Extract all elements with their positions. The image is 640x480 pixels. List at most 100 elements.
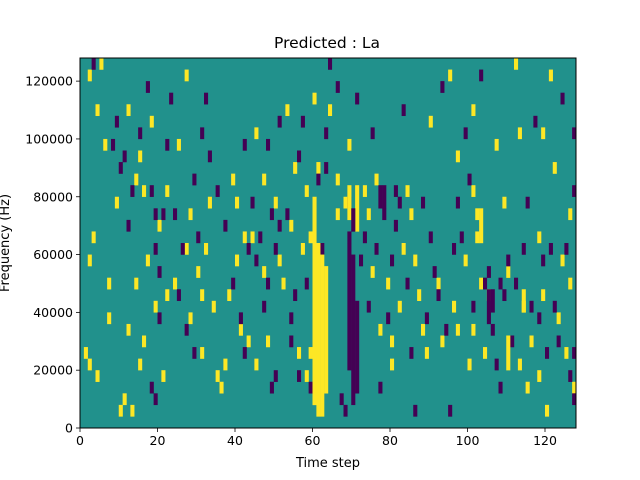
y-axis-label: Frequency (Hz) — [0, 194, 13, 292]
heatmap-cell-high — [405, 185, 410, 197]
heatmap-column-low — [347, 243, 352, 371]
heatmap-cell-high — [529, 335, 534, 348]
heatmap-cell-high — [467, 358, 472, 371]
heatmap-column-low — [351, 208, 356, 232]
heatmap-cell-high — [207, 196, 212, 209]
heatmap-cell-high — [541, 289, 546, 302]
heatmap-cell-low — [242, 138, 247, 151]
heatmap-cell-low — [533, 115, 538, 128]
heatmap-cell-high — [328, 104, 333, 117]
heatmap-cell-high — [188, 312, 193, 325]
plot-frame — [79, 57, 577, 429]
heatmap-column-high — [320, 254, 325, 417]
heatmap-cell-low — [204, 92, 209, 105]
heatmap-cell-low — [324, 127, 329, 140]
heatmap-cell-low — [374, 243, 379, 255]
heatmap-cell-low — [490, 323, 495, 336]
heatmap-cell-high — [277, 254, 282, 267]
heatmap-cell-high — [455, 323, 460, 336]
heatmap-cell-high — [572, 381, 577, 394]
heatmap-cell-low — [556, 335, 561, 348]
heatmap-cell-high — [401, 243, 406, 255]
heatmap-cell-low — [289, 312, 294, 325]
heatmap-cell-low — [428, 231, 433, 244]
heatmap-column-high — [506, 335, 511, 371]
heatmap-cell-low — [153, 243, 158, 255]
heatmap-cell-high — [246, 335, 251, 348]
heatmap-cell-low — [122, 150, 127, 163]
heatmap-cell-low — [514, 277, 519, 290]
heatmap-cell-high — [304, 185, 309, 197]
heatmap-cell-low — [393, 219, 398, 232]
heatmap-cell-high — [397, 300, 402, 313]
x-tick-label: 20 — [150, 433, 166, 448]
heatmap-cell-high — [548, 69, 553, 82]
heatmap-cell-high — [494, 138, 499, 151]
heatmap-cell-low — [328, 58, 333, 70]
heatmap-cell-high — [347, 138, 352, 151]
heatmap-cell-high — [440, 335, 445, 348]
heatmap-cell-low — [541, 254, 546, 267]
heatmap-cell-low — [390, 254, 395, 267]
heatmap-cell-low — [176, 289, 181, 302]
heatmap-cell-low — [397, 196, 402, 209]
heatmap-cell-high — [293, 162, 298, 174]
heatmap-column-low — [490, 289, 495, 313]
x-tick-label: 100 — [456, 433, 480, 448]
heatmap-cell-low — [413, 404, 418, 417]
heatmap-cell-low — [258, 231, 263, 244]
heatmap-cell-low — [320, 243, 325, 255]
heatmap-cell-high — [312, 92, 317, 105]
heatmap-cell-low — [362, 231, 367, 244]
heatmap-cell-low — [231, 277, 236, 290]
heatmap-cell-high — [316, 162, 321, 174]
heatmap-cell-high — [142, 335, 147, 348]
y-tick-label: 60000 — [33, 247, 73, 262]
heatmap-cell-high — [448, 69, 453, 82]
heatmap-cell-high — [343, 196, 348, 209]
heatmap-cell-low — [572, 393, 577, 406]
heatmap-cell-low — [138, 127, 143, 140]
heatmap-cell-high — [297, 347, 302, 359]
heatmap-cell-high — [452, 300, 457, 313]
heatmap-column-high — [308, 231, 313, 244]
x-tick-label: 40 — [227, 433, 243, 448]
heatmap-cell-low — [463, 127, 468, 140]
heatmap-cell-low — [506, 254, 511, 267]
heatmap-cell-high — [165, 289, 170, 302]
heatmap-cell-high — [475, 231, 480, 244]
heatmap-cell-low — [452, 243, 457, 255]
heatmap-cell-high — [517, 358, 522, 371]
heatmap-cell-low — [494, 358, 499, 371]
heatmap-cell-low — [157, 312, 162, 325]
heatmap-cell-high — [107, 277, 112, 290]
heatmap-cell-low — [118, 162, 123, 174]
y-axis: 0 20000 40000 60000 80000 100000 120000 — [25, 74, 80, 436]
heatmap-cell-low — [564, 243, 569, 255]
heatmap-cell-low — [289, 335, 294, 348]
heatmap-cell-low — [572, 127, 577, 140]
heatmap-cell-high — [537, 370, 542, 382]
heatmap-cell-low — [421, 196, 426, 209]
heatmap-cell-high — [165, 185, 170, 197]
heatmap-cell-high — [107, 312, 112, 325]
y-tick-label: 120000 — [25, 74, 73, 89]
chart-title: Predicted : La — [274, 34, 380, 52]
heatmap-cell-high — [390, 358, 395, 371]
y-tick-label: 40000 — [33, 305, 73, 320]
heatmap-cell-low — [153, 393, 158, 406]
heatmap-cell-low — [246, 243, 251, 255]
heatmap-cell-low — [386, 312, 391, 325]
heatmap-cell-low — [529, 300, 534, 313]
heatmap-cell-low — [277, 115, 282, 128]
heatmap-cell-low — [405, 277, 410, 290]
heatmap-cell-high — [87, 358, 92, 371]
heatmap-cell-low — [479, 69, 484, 82]
heatmap-cell-high — [471, 323, 476, 336]
heatmap-cell-low — [111, 138, 116, 151]
heatmap-cell-low — [401, 104, 406, 117]
heatmap-cell-low — [126, 219, 131, 232]
heatmap-cell-high — [281, 277, 286, 290]
heatmap-cell-low — [192, 347, 197, 359]
heatmap-cell-high — [157, 219, 162, 232]
